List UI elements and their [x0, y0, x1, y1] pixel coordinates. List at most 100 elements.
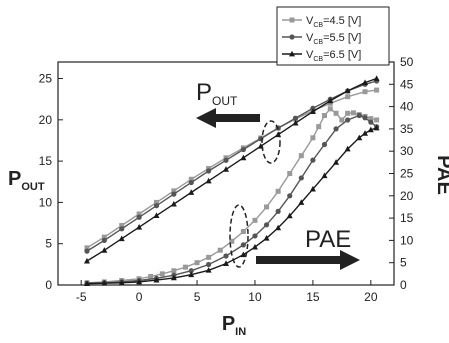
y-right-tick-label: 30: [400, 144, 414, 158]
data-point: [263, 222, 270, 228]
data-point: [170, 200, 177, 207]
data-point: [118, 235, 125, 242]
x-axis-title: PIN: [222, 313, 246, 338]
data-point: [170, 274, 177, 281]
data-point: [119, 226, 125, 232]
legend-label: VCB=5.5 [V]: [306, 32, 361, 46]
data-point: [287, 193, 293, 199]
data-point: [205, 177, 212, 184]
data-point: [101, 234, 107, 240]
data-point: [148, 274, 154, 280]
y-right-tick-label: 45: [400, 77, 414, 91]
legend-label-sub: CB: [313, 39, 323, 46]
data-point: [188, 268, 194, 274]
data-point: [206, 254, 212, 260]
data-point: [309, 108, 316, 114]
data-point: [310, 157, 316, 163]
x-tick-label: 10: [248, 290, 262, 304]
x-axis-title-main: P: [222, 313, 235, 335]
data-point: [333, 110, 339, 116]
data-point: [217, 247, 223, 253]
data-point: [223, 157, 229, 163]
data-point: [339, 117, 345, 123]
y-left-tick-label: 20: [39, 113, 53, 127]
data-point: [345, 110, 351, 116]
data-point: [153, 199, 159, 205]
y-right-tick-label: 0: [400, 278, 407, 292]
pae-annotation: PAE: [305, 226, 351, 253]
y-left-tick-label: 0: [45, 278, 52, 292]
legend-item-1: VCB=4.5 [V]: [282, 15, 361, 29]
data-point: [240, 251, 247, 258]
legend-item-2: VCB=5.5 [V]: [282, 32, 361, 46]
y-right-tick-label: 35: [400, 122, 414, 136]
data-point: [289, 34, 295, 40]
data-point: [171, 188, 177, 194]
data-point: [310, 135, 316, 141]
data-point: [153, 203, 160, 209]
y-right-tick-label: 5: [400, 256, 407, 270]
data-point: [327, 106, 333, 112]
data-point: [292, 119, 299, 126]
data-point: [252, 217, 258, 223]
data-point: [362, 115, 368, 121]
legend-label-sub: CB: [313, 22, 323, 29]
pae-arrow-head: [340, 250, 360, 270]
data-point: [182, 264, 188, 270]
data-point: [240, 146, 246, 153]
y-left-axis-title-sub: OUT: [21, 181, 45, 193]
data-point: [84, 248, 90, 254]
y-right-axis-title: PAE: [433, 155, 449, 195]
data-point: [251, 243, 258, 250]
data-point: [373, 75, 380, 81]
x-tick-label: 15: [306, 290, 320, 304]
data-point: [240, 242, 246, 248]
data-point: [205, 267, 212, 273]
data-point: [188, 271, 195, 278]
data-point: [356, 112, 362, 119]
y-left-axis-title: POUT: [8, 168, 45, 193]
y-right-tick-label: 50: [400, 55, 414, 69]
pout-line: [86, 77, 377, 262]
data-point: [368, 116, 374, 122]
data-point: [252, 233, 258, 239]
pout-arrow-head: [196, 108, 216, 128]
legend-box: [276, 6, 390, 66]
data-point: [84, 245, 90, 251]
legend-label-main: V: [306, 32, 314, 44]
data-point: [327, 97, 334, 104]
data-point: [316, 124, 322, 130]
data-point: [194, 260, 200, 266]
data-point: [275, 188, 281, 194]
legend-label-sub: CB: [313, 56, 323, 63]
legend-label-value: =4.5 [V]: [323, 15, 361, 27]
data-point: [333, 126, 339, 132]
y-left-axis-title-main: P: [8, 168, 21, 190]
data-point: [309, 185, 316, 192]
data-point: [171, 268, 177, 274]
legend-label-value: =6.5 [V]: [323, 49, 361, 61]
x-axis-title-sub: IN: [235, 326, 246, 338]
data-point: [368, 119, 374, 125]
data-point: [321, 141, 328, 148]
legend-label-main: V: [306, 49, 314, 61]
data-point: [321, 113, 327, 119]
axes-layer: -5 0 5 10 15 20 0 5 10 15 20 25 0 5 10 15 20 25 30 35 40 45 50…: [8, 55, 449, 338]
data-point: [188, 189, 195, 195]
x-tick-label: 20: [364, 290, 378, 304]
data-point: [362, 130, 369, 136]
legend-label: VCB=4.5 [V]: [306, 15, 361, 29]
data-point: [298, 199, 305, 205]
data-point: [153, 212, 160, 219]
data-point: [171, 191, 177, 197]
data-point: [223, 260, 229, 266]
data-point: [287, 171, 293, 176]
data-point: [298, 153, 304, 159]
data-point: [136, 211, 142, 217]
data-point: [345, 94, 351, 100]
data-point: [344, 87, 351, 94]
data-point: [362, 89, 368, 95]
data-point: [206, 168, 212, 174]
